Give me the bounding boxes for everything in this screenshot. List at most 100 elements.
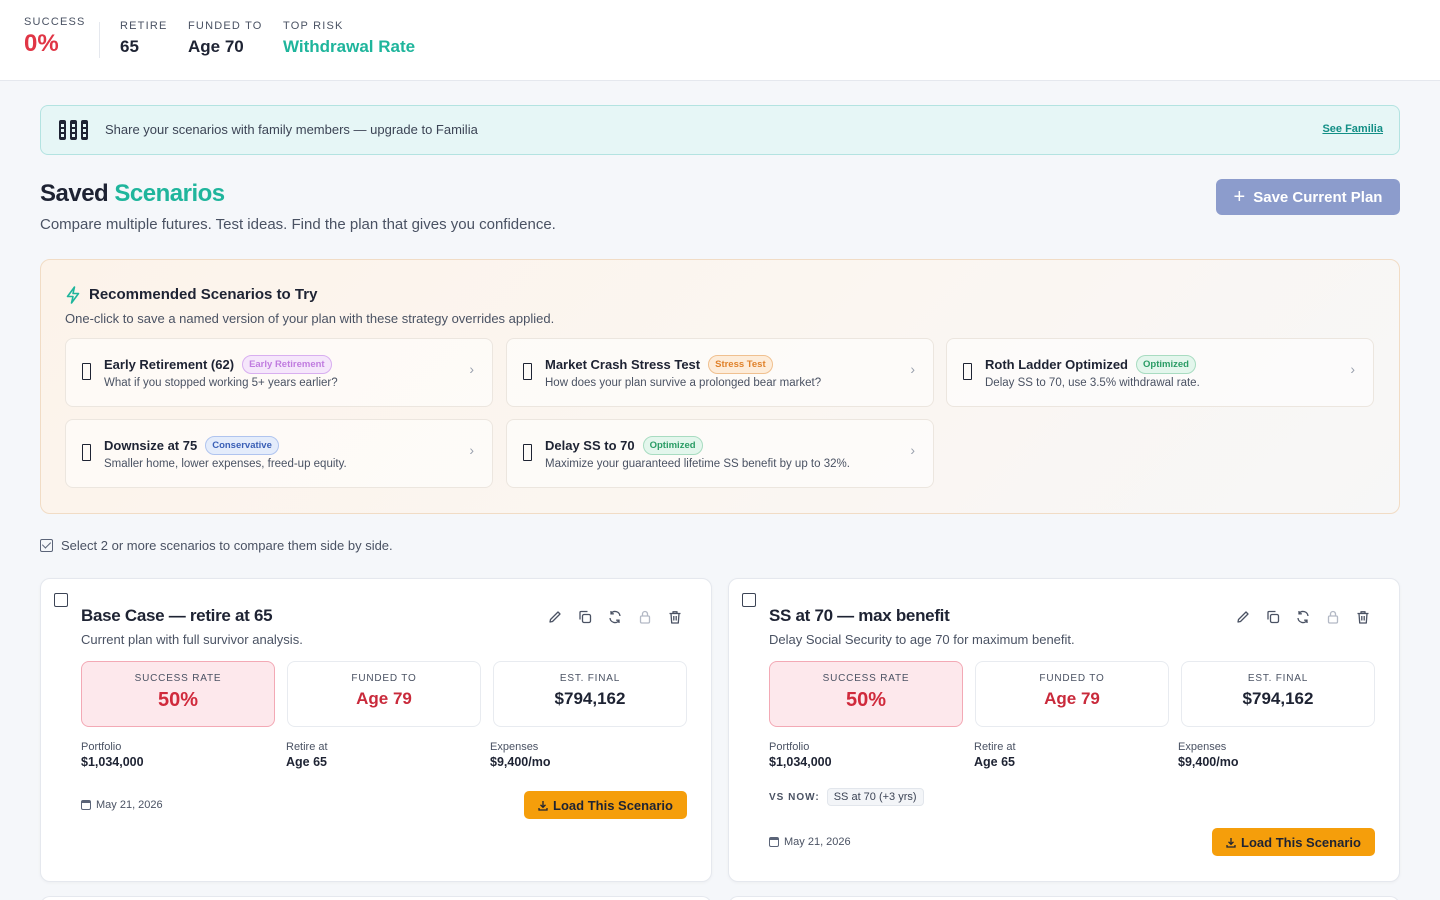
metric-value: $794,162 xyxy=(554,689,626,708)
scenario-card: Base Case — retire at 65 Current plan wi… xyxy=(40,578,712,882)
info-label: Portfolio xyxy=(81,741,122,753)
load-scenario-button[interactable]: Load This Scenario xyxy=(524,791,687,819)
rec-card-roth-ladder[interactable]: Roth Ladder Optimized Optimized Delay SS… xyxy=(946,338,1374,407)
expenses-info: Expenses $9,400/mo xyxy=(1178,741,1238,769)
retire-value: 65 xyxy=(120,37,139,56)
scenario-icon xyxy=(82,363,91,380)
metric-value: 50% xyxy=(157,689,199,711)
scenario-actions xyxy=(547,609,683,625)
rec-tag: Early Retirement xyxy=(242,355,332,374)
calendar-icon xyxy=(769,837,779,847)
metric-label: EST. FINAL xyxy=(559,673,621,684)
duplicate-icon[interactable] xyxy=(577,609,593,625)
trash-icon[interactable] xyxy=(1355,609,1371,625)
save-button-label: Save Current Plan xyxy=(1253,188,1383,206)
scenario-date: May 21, 2026 xyxy=(769,836,851,848)
rec-tag: Optimized xyxy=(1136,355,1196,374)
funded-to-metric: FUNDED TO Age 79 xyxy=(975,661,1169,727)
scenario-select-checkbox[interactable] xyxy=(742,593,756,607)
success-value: 0% xyxy=(24,30,59,57)
rec-card-market-crash[interactable]: Market Crash Stress Test Stress Test How… xyxy=(506,338,934,407)
refresh-icon[interactable] xyxy=(1295,609,1311,625)
edit-icon[interactable] xyxy=(547,609,563,625)
funded-to-metric: FUNDED TO Age 79 xyxy=(287,661,481,727)
recommended-subtitle: One-click to save a named version of you… xyxy=(65,311,555,326)
retire-stat: RETIRE 65 xyxy=(120,20,168,57)
lock-icon[interactable] xyxy=(1325,609,1341,625)
rec-tag: Stress Test xyxy=(708,355,773,374)
rec-card-delay-ss[interactable]: Delay SS to 70 Optimized Maximize your g… xyxy=(506,419,934,488)
stats-bar: SUCCESS 0% RETIRE 65 FUNDED TO Age 70 TO… xyxy=(0,0,1440,81)
recommended-scenarios-panel: Recommended Scenarios to Try One-click t… xyxy=(40,259,1400,514)
est-final-metric: EST. FINAL $794,162 xyxy=(493,661,687,727)
info-value: Age 65 xyxy=(974,755,1015,769)
date-text: May 21, 2026 xyxy=(784,836,851,848)
metric-label: FUNDED TO xyxy=(351,673,417,684)
load-scenario-button[interactable]: Load This Scenario xyxy=(1212,828,1375,856)
rec-card-early-retirement[interactable]: Early Retirement (62) Early Retirement W… xyxy=(65,338,493,407)
info-label: Retire at xyxy=(286,741,328,753)
success-label: SUCCESS xyxy=(24,16,86,28)
risk-value: Withdrawal Rate xyxy=(283,37,416,56)
load-button-label: Load This Scenario xyxy=(1241,834,1361,850)
duplicate-icon[interactable] xyxy=(1265,609,1281,625)
scenario-icon xyxy=(523,363,532,380)
family-icon xyxy=(59,120,93,140)
metric-value: Age 79 xyxy=(1044,689,1100,708)
trash-icon[interactable] xyxy=(667,609,683,625)
scenario-card: SS at 70 — max benefit Delay Social Secu… xyxy=(728,578,1400,882)
funded-stat: FUNDED TO Age 70 xyxy=(188,20,263,57)
chevron-right-icon: › xyxy=(910,361,915,377)
scenario-icon xyxy=(82,444,91,461)
metric-value: Age 79 xyxy=(356,689,412,708)
info-label: Retire at xyxy=(974,741,1016,753)
metric-label: SUCCESS RATE xyxy=(134,673,222,684)
retire-info: Retire at Age 65 xyxy=(974,741,1016,769)
rec-desc: Maximize your guaranteed lifetime SS ben… xyxy=(545,458,850,470)
rec-tag: Optimized xyxy=(642,436,703,455)
funded-label: FUNDED TO xyxy=(188,20,263,32)
est-final-metric: EST. FINAL $794,162 xyxy=(1181,661,1375,727)
scenario-subtitle: Delay Social Security to age 70 for maxi… xyxy=(769,632,1075,647)
info-value: $9,400/mo xyxy=(490,755,551,769)
info-value: $9,400/mo xyxy=(1178,755,1239,769)
rec-desc: How does your plan survive a prolonged b… xyxy=(545,377,822,389)
info-value: $1,034,000 xyxy=(81,755,144,769)
compare-hint: Select 2 or more scenarios to compare th… xyxy=(40,538,393,553)
banner-text: Share your scenarios with family members… xyxy=(105,122,478,137)
checkbox-checked-icon xyxy=(40,539,53,552)
scenario-icon xyxy=(523,444,532,461)
rec-title: Early Retirement (62) xyxy=(104,357,235,372)
refresh-icon[interactable] xyxy=(607,609,623,625)
chevron-right-icon: › xyxy=(469,361,474,377)
scenario-title: Base Case — retire at 65 xyxy=(81,606,273,625)
metric-value: 50% xyxy=(845,689,887,711)
scenario-card-partial xyxy=(728,896,1400,900)
page-title: Saved Scenarios xyxy=(40,180,225,208)
scenario-select-checkbox[interactable] xyxy=(54,593,68,607)
scenario-date: May 21, 2026 xyxy=(81,799,163,811)
risk-label: TOP RISK xyxy=(283,20,344,32)
see-familia-link[interactable]: See Familia xyxy=(1322,123,1383,135)
vs-now-label: VS NOW: xyxy=(769,791,820,803)
rec-tag: Conservative xyxy=(205,436,279,455)
success-stat: SUCCESS 0% xyxy=(24,16,86,58)
download-icon xyxy=(1226,837,1236,848)
rec-title-row: Delay SS to 70 Optimized xyxy=(545,436,703,455)
risk-stat: TOP RISK Withdrawal Rate xyxy=(283,20,415,57)
date-text: May 21, 2026 xyxy=(96,799,163,811)
expenses-info: Expenses $9,400/mo xyxy=(490,741,550,769)
rec-title-row: Roth Ladder Optimized Optimized xyxy=(985,355,1196,374)
page-subtitle: Compare multiple futures. Test ideas. Fi… xyxy=(40,216,556,233)
upgrade-banner: Share your scenarios with family members… xyxy=(40,105,1400,155)
rec-desc: What if you stopped working 5+ years ear… xyxy=(104,377,338,389)
vs-now-chip: SS at 70 (+3 yrs) xyxy=(826,788,924,806)
success-rate-metric: SUCCESS RATE 50% xyxy=(769,661,963,727)
rec-title: Market Crash Stress Test xyxy=(545,357,701,372)
save-current-plan-button[interactable]: + Save Current Plan xyxy=(1216,179,1400,215)
compare-hint-text: Select 2 or more scenarios to compare th… xyxy=(61,538,393,553)
lock-icon[interactable] xyxy=(637,609,653,625)
rec-card-downsize[interactable]: Downsize at 75 Conservative Smaller home… xyxy=(65,419,493,488)
edit-icon[interactable] xyxy=(1235,609,1251,625)
chevron-right-icon: › xyxy=(910,442,915,458)
